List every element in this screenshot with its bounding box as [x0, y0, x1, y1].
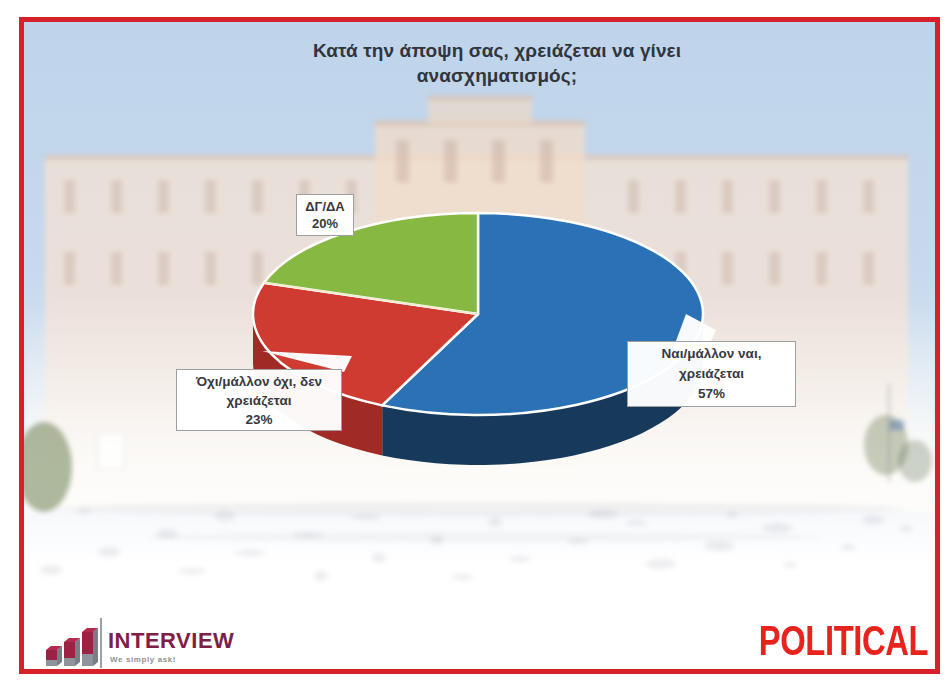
pie-label-no: Όχι/μάλλον όχι, δενχρειάζεται23% — [176, 369, 342, 431]
pie-label-line: Όχι/μάλλον όχι, δεν — [177, 372, 341, 391]
interview-logo-divider — [100, 618, 102, 668]
pie-label-line: 57% — [628, 384, 795, 404]
pie-label-line: ΔΓ/ΔΑ — [297, 198, 353, 215]
pie-label-line: 20% — [297, 215, 353, 232]
interview-logo-text: INTERVIEW — [108, 628, 234, 654]
pie-label-dgda: ΔΓ/ΔΑ20% — [296, 194, 354, 236]
interview-bars-icon — [44, 620, 100, 670]
pie-label-line: Ναι/μάλλον ναι, — [628, 344, 795, 364]
pie-label-line: χρειάζεται — [628, 364, 795, 384]
political-logo: POLITICAL — [759, 617, 928, 665]
pie-label-line: 23% — [177, 410, 341, 429]
pie-label-yes: Ναι/μάλλον ναι,χρειάζεται57% — [627, 341, 796, 407]
pie-label-line: χρειάζεται — [177, 391, 341, 410]
interview-tagline: We simply ask! — [110, 655, 176, 664]
poll-slide: Κατά την άποψη σας, χρειάζεται να γίνει … — [0, 0, 950, 684]
pie-chart — [0, 0, 950, 684]
